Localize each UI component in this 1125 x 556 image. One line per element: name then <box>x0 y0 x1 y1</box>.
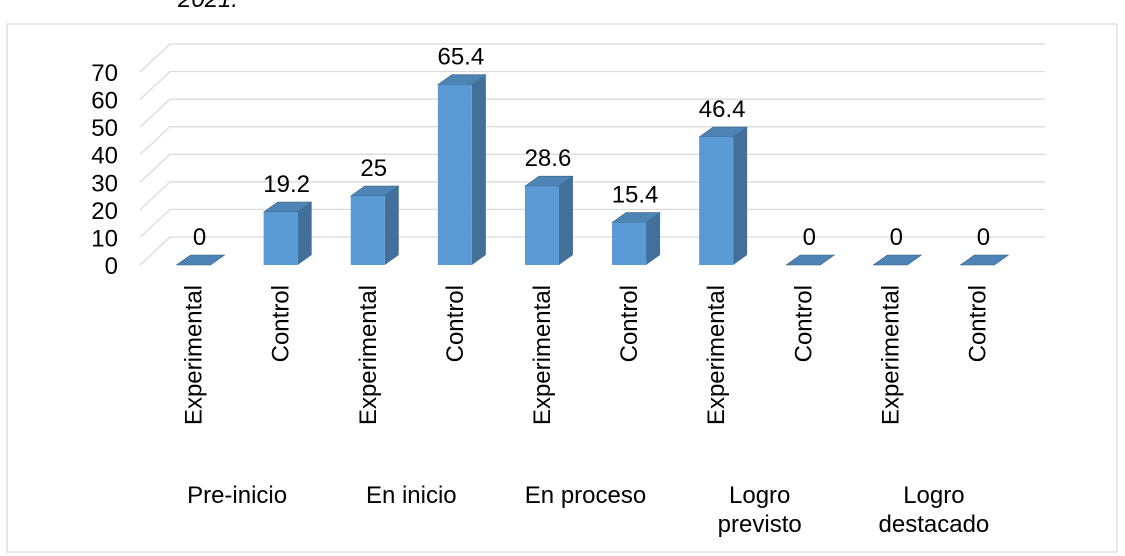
y-tick-label: 70 <box>91 60 118 87</box>
bars <box>175 74 1010 266</box>
bar-side <box>471 74 486 265</box>
gridlines <box>139 43 1045 266</box>
x-category-label: Experimental <box>181 285 208 425</box>
gridline <box>139 236 1045 266</box>
y-tick-label: 10 <box>91 225 118 252</box>
x-group-label: En inicio <box>366 482 457 509</box>
gridline <box>139 153 1045 183</box>
bar-top <box>175 254 226 266</box>
bar <box>350 196 385 265</box>
gridline <box>139 126 1045 156</box>
x-group-label-line: Logro <box>729 482 790 509</box>
y-tick-label: 50 <box>91 115 118 142</box>
bar <box>524 186 559 265</box>
x-category-label: Experimental <box>529 285 556 425</box>
data-label: 15.4 <box>612 182 659 209</box>
gridline <box>139 181 1045 211</box>
data-label: 0 <box>977 224 990 251</box>
bar-side <box>733 127 748 265</box>
x-category-label: Control <box>616 285 643 362</box>
x-category-label: Control <box>964 285 991 362</box>
gridline <box>139 98 1045 128</box>
data-label: 25 <box>360 155 387 182</box>
bar-side <box>558 176 573 265</box>
y-tick-label: 20 <box>91 198 118 225</box>
x-group-label-line: previsto <box>718 511 802 538</box>
x-group-label: En proceso <box>525 482 646 509</box>
data-labels: 0 19.2 25 65.4 28.6 15.4 46.4 0 0 0 <box>193 44 990 251</box>
bar-top <box>785 254 836 266</box>
x-category-label: Control <box>442 285 469 362</box>
y-tick-label: 0 <box>105 253 118 280</box>
y-tick-label: 30 <box>91 170 118 197</box>
data-label: 65.4 <box>437 44 484 71</box>
bar-side <box>384 186 399 265</box>
x-group-label: Pre-inicio <box>187 482 287 509</box>
x-category-label: Control <box>268 285 295 362</box>
gridline <box>139 70 1045 101</box>
bar <box>263 212 298 265</box>
x-category-label: Experimental <box>355 285 382 425</box>
x-group-label: Logro previsto <box>718 482 802 538</box>
data-label: 19.2 <box>263 171 310 198</box>
x-group-label-line: Logro <box>903 482 964 509</box>
data-label: 0 <box>890 224 903 251</box>
bar <box>699 137 734 265</box>
bar <box>437 84 472 265</box>
data-label: 0 <box>803 224 816 251</box>
x-axis-categories: Experimental Control Experimental Control Ex… <box>181 285 992 425</box>
x-group-label: Logro destacado <box>879 482 990 538</box>
gridline <box>139 208 1045 238</box>
bar-side <box>297 202 312 265</box>
gridline <box>139 43 1045 73</box>
y-tick-label: 40 <box>91 143 118 170</box>
data-label: 0 <box>193 224 206 251</box>
bar <box>612 222 647 265</box>
cut-off-title: 2021. <box>178 0 238 14</box>
y-tick-label: 60 <box>91 88 118 115</box>
x-category-label: Experimental <box>877 285 904 425</box>
x-category-label: Control <box>790 285 817 362</box>
x-category-label: Experimental <box>703 285 730 425</box>
bar-top <box>872 254 923 266</box>
chart-border <box>6 23 1118 553</box>
data-label: 28.6 <box>525 145 572 172</box>
bar-top <box>959 254 1010 266</box>
bar-side <box>646 212 661 265</box>
x-axis-groups: Pre-inicio En inicio En proceso Logro previs… <box>187 482 989 538</box>
x-group-label-line: destacado <box>879 511 990 538</box>
data-label: 46.4 <box>699 96 746 123</box>
